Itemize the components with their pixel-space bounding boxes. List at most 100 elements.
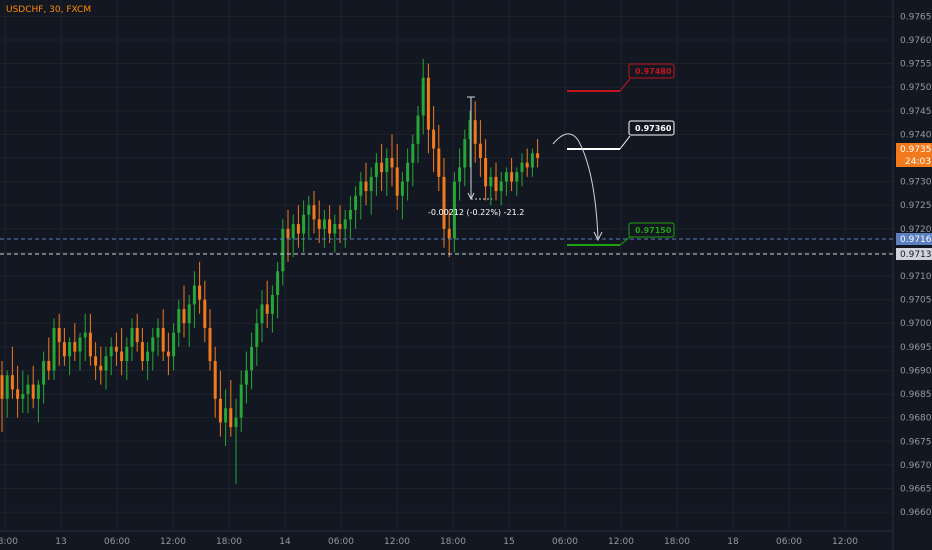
candle: [494, 162, 498, 201]
candle-body: [489, 176, 493, 187]
candle-body: [348, 209, 352, 220]
candle: [328, 205, 332, 243]
candle: [244, 351, 248, 404]
candle-body: [270, 294, 274, 314]
candle-body: [478, 143, 482, 158]
candle-body: [452, 181, 456, 239]
candle: [416, 106, 420, 163]
candle-body: [26, 384, 30, 395]
candle-body: [83, 332, 87, 338]
target-red[interactable]: 0.97480: [567, 63, 675, 92]
candle: [130, 318, 134, 362]
x-tick-label: 12:00: [384, 537, 410, 547]
x-tick-label: 06:00: [776, 537, 802, 547]
candle: [369, 167, 373, 215]
candle: [354, 186, 358, 229]
candle: [458, 148, 462, 201]
candle: [473, 101, 477, 163]
candle: [42, 351, 46, 404]
candle: [151, 327, 155, 371]
candle: [78, 332, 82, 371]
candle: [208, 309, 212, 371]
candle-body: [338, 224, 342, 229]
candle-body: [515, 172, 519, 182]
x-tick-label: 12:00: [160, 537, 186, 547]
target-green[interactable]: 0.97150: [567, 222, 675, 246]
candle-body: [504, 172, 508, 182]
candle-body: [0, 375, 4, 399]
x-tick-label: 13: [55, 537, 66, 547]
candle: [525, 148, 529, 177]
candle: [0, 361, 4, 432]
candle: [484, 139, 488, 201]
time-axis[interactable]: 18:00 13 06:00 12:00 18:00 14 06:00 12:00 18:00 1…: [0, 537, 858, 547]
candle: [276, 261, 280, 319]
candle: [270, 285, 274, 333]
candle: [239, 370, 243, 432]
candle: [260, 290, 264, 343]
candle-body: [281, 228, 285, 272]
candle-body: [192, 285, 196, 305]
candle: [120, 327, 124, 376]
target-red-label: 0.97480: [635, 67, 672, 76]
candle: [302, 200, 306, 253]
x-tick-label: 12:00: [832, 537, 858, 547]
candle-body: [198, 285, 202, 300]
candle-body: [302, 214, 306, 234]
candle: [135, 313, 139, 352]
candle-body: [156, 327, 160, 338]
grid-lines: [0, 0, 893, 531]
candle-body: [380, 162, 384, 173]
candle-body: [47, 361, 51, 371]
target-white[interactable]: 0.97360: [567, 120, 675, 150]
candle: [312, 191, 316, 234]
candle-body: [499, 181, 503, 192]
x-tick-label: 18:00: [216, 537, 242, 547]
candle: [317, 200, 321, 243]
x-tick-label: 18:00: [0, 537, 18, 547]
candle: [400, 172, 404, 220]
candle: [187, 294, 191, 347]
candle-body: [374, 162, 378, 177]
candles: [0, 58, 540, 484]
candle-body: [213, 361, 217, 399]
candle-body: [21, 394, 25, 399]
candle-body: [468, 120, 472, 140]
candle-body: [260, 304, 264, 324]
target-white-tag: [628, 120, 675, 136]
candle: [182, 285, 186, 338]
x-tick-label: 18:00: [664, 537, 690, 547]
candle: [281, 219, 285, 286]
candle-body: [161, 327, 165, 352]
candle-body: [520, 162, 524, 173]
level-line-low[interactable]: 0.97137: [0, 248, 932, 260]
measure-tool[interactable]: -0.00212 (-0.22%) -21.2: [428, 96, 524, 217]
candle-body: [426, 77, 430, 130]
candle-body: [125, 346, 129, 362]
level-line-high[interactable]: 0.97168: [0, 233, 932, 245]
candle: [234, 398, 238, 484]
countdown-label: 24:03: [905, 157, 931, 167]
x-tick-label: 06:00: [552, 537, 578, 547]
projection-arrow[interactable]: [552, 133, 603, 242]
candle-body: [16, 389, 20, 399]
target-white-label: 0.97360: [635, 124, 672, 133]
x-tick-label: 18: [727, 537, 739, 547]
candle-body: [218, 398, 222, 423]
level-high-label: 0.97168: [900, 235, 932, 245]
candle: [166, 332, 170, 376]
measure-label: -0.00212 (-0.22%) -21.2: [428, 208, 524, 217]
candle-body: [146, 351, 150, 362]
candle-body: [203, 299, 207, 328]
candle: [359, 172, 363, 220]
candle: [536, 139, 540, 168]
x-tick-label: 06:00: [104, 537, 130, 547]
candle-body: [296, 224, 300, 234]
candle-body: [73, 342, 77, 352]
candle: [322, 209, 326, 248]
candle-body: [385, 157, 389, 173]
